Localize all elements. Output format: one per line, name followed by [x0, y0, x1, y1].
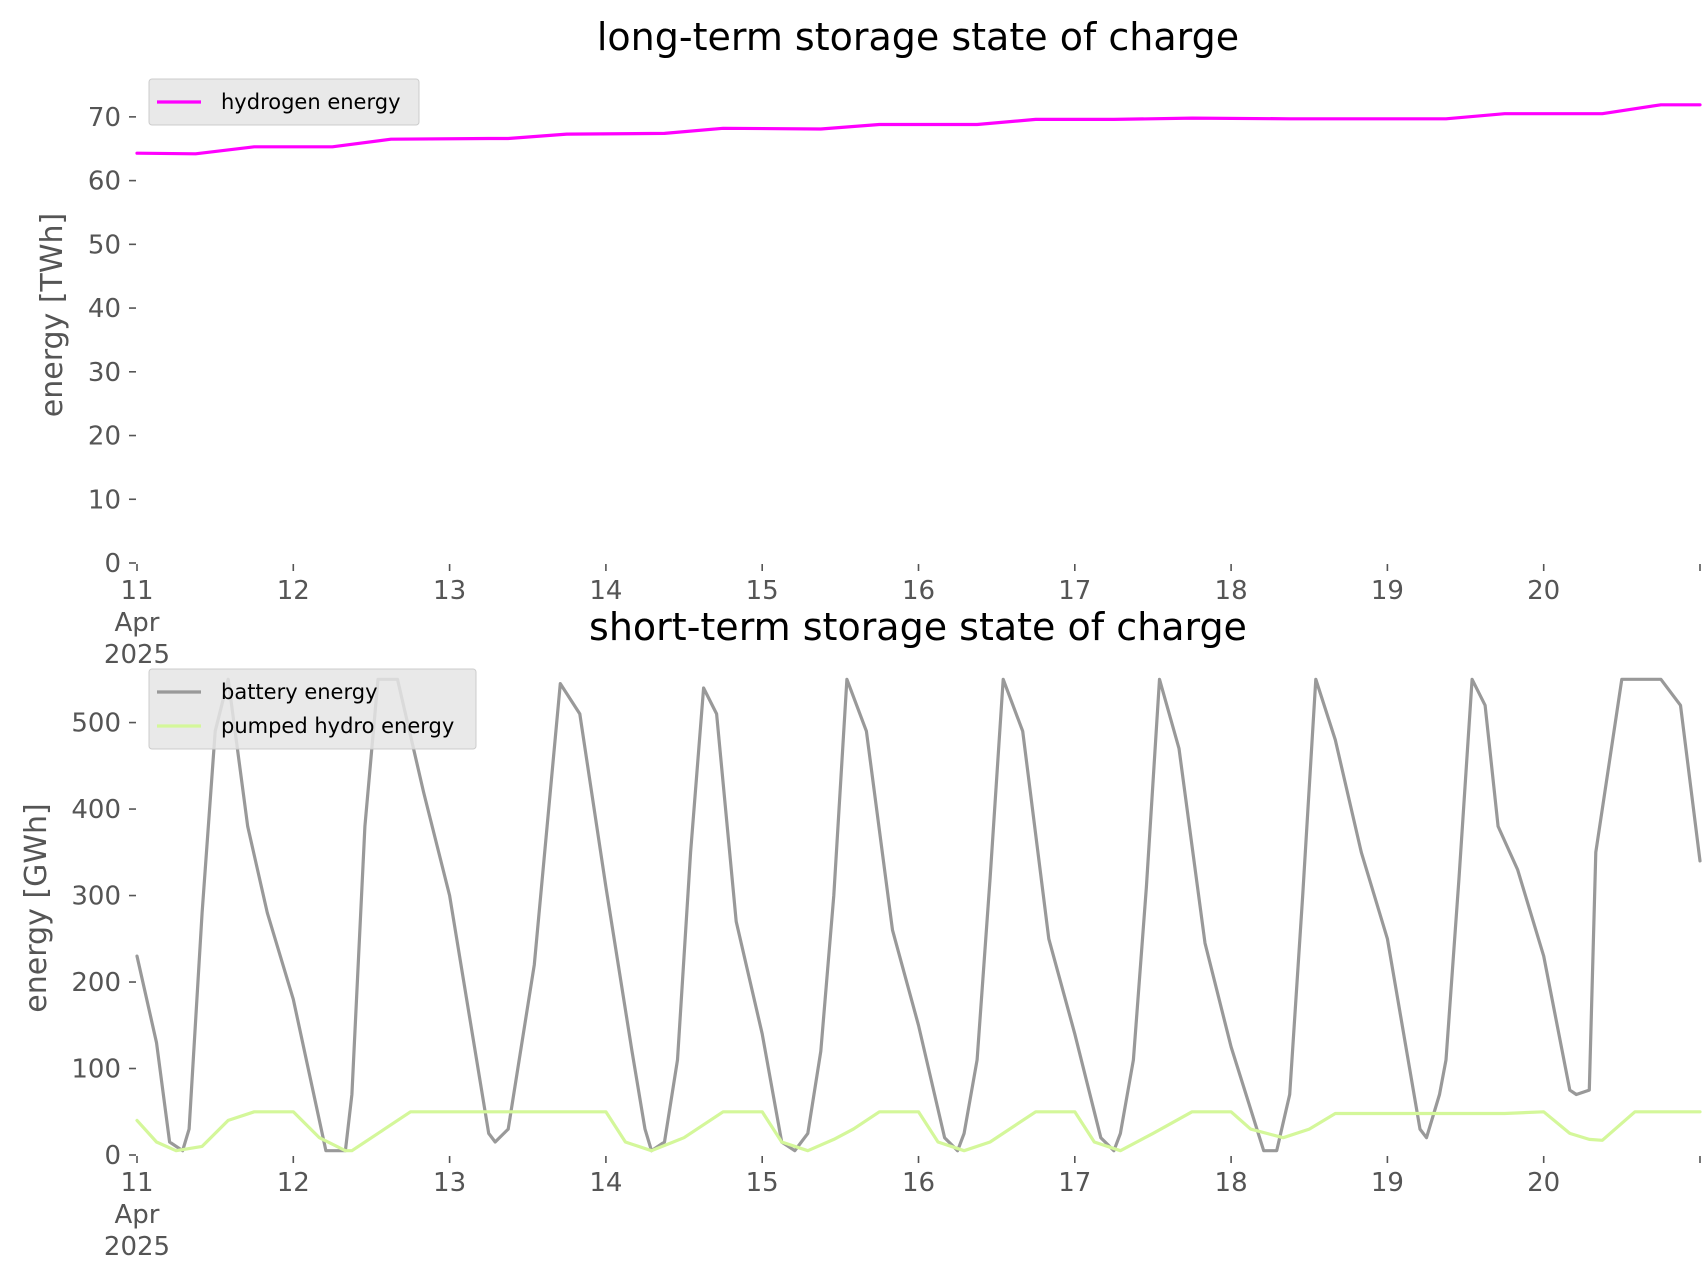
y-tick-label: 0	[104, 1141, 121, 1171]
legend-box	[148, 668, 477, 750]
x-tick-label: 12	[277, 576, 310, 606]
x-tick-label: Apr	[115, 608, 160, 638]
x-tick-label: 13	[433, 1168, 466, 1198]
x-tick-label: 15	[746, 1168, 779, 1198]
legend-label: hydrogen energy	[221, 90, 401, 114]
y-tick-label: 20	[88, 422, 121, 452]
y-tick-label: 60	[88, 167, 121, 197]
y-tick-label: 50	[88, 230, 121, 260]
y-tick-label: 0	[104, 549, 121, 579]
x-tick-label: 16	[902, 576, 935, 606]
chart-title: long-term storage state of charge	[597, 15, 1239, 59]
x-tick-label: 11	[120, 576, 153, 606]
legend-label: pumped hydro energy	[221, 714, 454, 738]
x-tick-label: 17	[1058, 1168, 1091, 1198]
x-tick-label: 2025	[104, 1232, 170, 1262]
legend-label: battery energy	[221, 680, 378, 704]
x-tick-label: Apr	[115, 1200, 160, 1230]
series-line-pumped-hydro-energy	[135, 1110, 1702, 1153]
series-line-battery-energy	[135, 677, 1702, 1153]
y-tick-label: 70	[88, 103, 121, 133]
x-tick-label: 14	[589, 576, 622, 606]
y-axis-label: energy [TWh]	[35, 213, 70, 417]
y-tick-label: 300	[71, 882, 121, 912]
chart-title: short-term storage state of charge	[589, 605, 1247, 649]
x-tick-label: 16	[902, 1168, 935, 1198]
series-lines	[135, 103, 1702, 156]
x-tick-label: 20	[1527, 1168, 1560, 1198]
x-tick-label: 12	[277, 1168, 310, 1198]
x-tick-label: 15	[746, 576, 779, 606]
legend-box	[148, 78, 420, 126]
series-lines	[135, 677, 1702, 1153]
x-tick-label: 13	[433, 576, 466, 606]
y-tick-label: 500	[71, 709, 121, 739]
x-tick-label: 19	[1371, 1168, 1404, 1198]
legend: hydrogen energy	[148, 78, 420, 126]
y-tick-label: 100	[71, 1055, 121, 1085]
long-term-storage-chart: long-term storage state of charge energy…	[35, 15, 1702, 670]
x-tick-label: 19	[1371, 576, 1404, 606]
x-tick-label: 18	[1215, 1168, 1248, 1198]
short-term-storage-chart: short-term storage state of charge energ…	[19, 605, 1702, 1262]
y-tick-label: 200	[71, 968, 121, 998]
x-tick-label: 14	[589, 1168, 622, 1198]
y-tick-label: 10	[88, 485, 121, 515]
legend: battery energy pumped hydro energy	[148, 668, 477, 750]
x-tick-label: 2025	[104, 640, 170, 670]
y-tick-label: 40	[88, 294, 121, 324]
y-tick-label: 30	[88, 358, 121, 388]
x-tick-label: 18	[1215, 576, 1248, 606]
x-tick-label: 11	[120, 1168, 153, 1198]
y-axis-label: energy [GWh]	[19, 803, 54, 1012]
y-tick-label: 400	[71, 795, 121, 825]
x-tick-label: 20	[1527, 576, 1560, 606]
series-line-hydrogen-energy	[135, 103, 1702, 156]
x-tick-label: 17	[1058, 576, 1091, 606]
